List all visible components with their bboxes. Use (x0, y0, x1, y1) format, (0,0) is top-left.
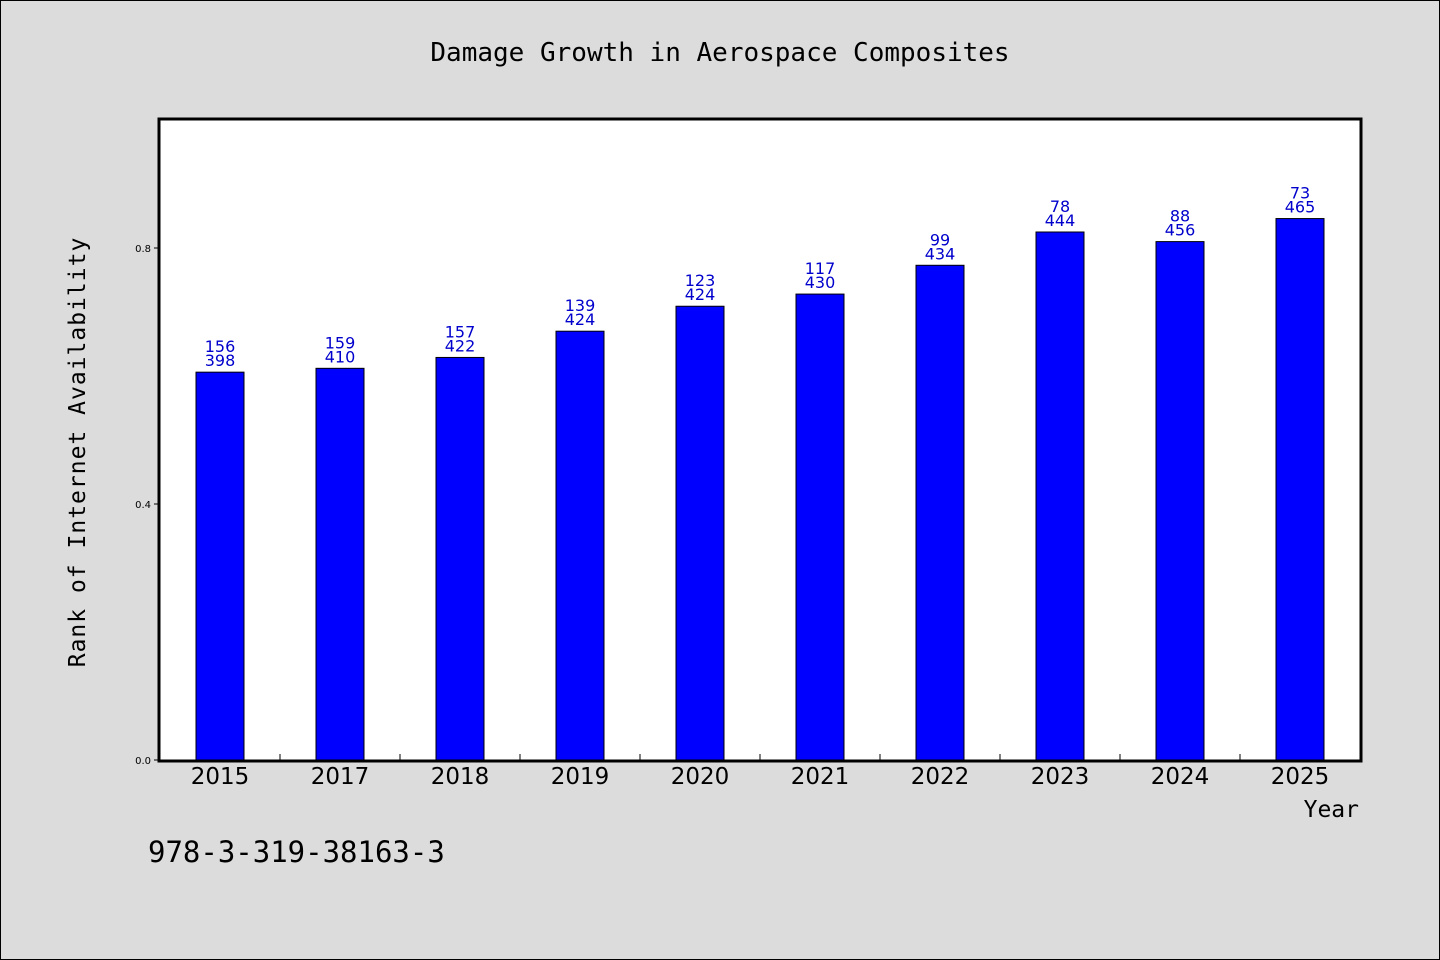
data-label-bottom-2023: 444 (1045, 211, 1076, 230)
x-tick-label-2020: 2020 (671, 764, 730, 790)
x-tick-label-2019: 2019 (551, 764, 610, 790)
y-tick-label: 0.8 (135, 244, 151, 255)
data-label-bottom-2022: 434 (925, 244, 956, 263)
bar-2015 (195, 371, 245, 761)
x-axis-label: Year (1304, 797, 1359, 823)
data-label-bottom-2020: 424 (685, 285, 716, 304)
data-label-top-2025: 73 (1290, 184, 1310, 203)
bars: 1563981594101574221394241234241174309943… (195, 184, 1325, 761)
data-label-bottom-2025: 465 (1285, 198, 1316, 217)
data-label-top-2022: 99 (930, 230, 950, 249)
bar-2022 (915, 264, 965, 761)
x-tick-label-2017: 2017 (311, 764, 370, 790)
axes: 2015 2017 2018 2019 2020 2021 2022 2023 2024 2025… (135, 244, 1329, 790)
x-tick-label-2021: 2021 (791, 764, 850, 790)
data-label-top-2019: 139 (565, 296, 596, 315)
bar-2023 (1035, 231, 1085, 761)
data-label-bottom-2017: 410 (325, 347, 356, 366)
y-tick-label: 0.0 (135, 756, 151, 767)
data-label-bottom-2021: 430 (805, 273, 836, 292)
data-label-bottom-2015: 398 (205, 351, 236, 370)
chart-title: Damage Growth in Aerospace Composites (430, 38, 1009, 68)
y-axis-label: Rank of Internet Availability (65, 237, 91, 668)
y-tick-label: 0.4 (135, 500, 151, 511)
data-label-top-2023: 78 (1050, 197, 1070, 216)
bar-2025 (1275, 218, 1325, 761)
data-label-bottom-2018: 422 (445, 336, 476, 355)
x-tick-label-2022: 2022 (911, 764, 970, 790)
data-label-bottom-2019: 424 (565, 310, 596, 329)
x-tick-label-2015: 2015 (191, 764, 250, 790)
data-label-bottom-2024: 456 (1165, 221, 1196, 240)
data-label-top-2024: 88 (1170, 207, 1190, 226)
bar-2021 (795, 293, 845, 761)
data-label-top-2020: 123 (685, 271, 716, 290)
bar-2017 (315, 367, 365, 761)
bar-2024 (1155, 241, 1205, 761)
x-tick-label-2025: 2025 (1271, 764, 1330, 790)
data-label-top-2015: 156 (205, 337, 236, 356)
data-label-top-2018: 157 (445, 322, 476, 341)
bar-2019 (555, 330, 605, 761)
x-tick-label-2023: 2023 (1031, 764, 1090, 790)
x-tick-label-2018: 2018 (431, 764, 490, 790)
data-label-top-2021: 117 (805, 259, 836, 278)
bar-2020 (675, 305, 725, 761)
data-label-top-2017: 159 (325, 333, 356, 352)
x-tick-label-2024: 2024 (1151, 764, 1210, 790)
isbn-text: 978-3-319-38163-3 (148, 835, 445, 869)
bar-2018 (435, 356, 485, 761)
